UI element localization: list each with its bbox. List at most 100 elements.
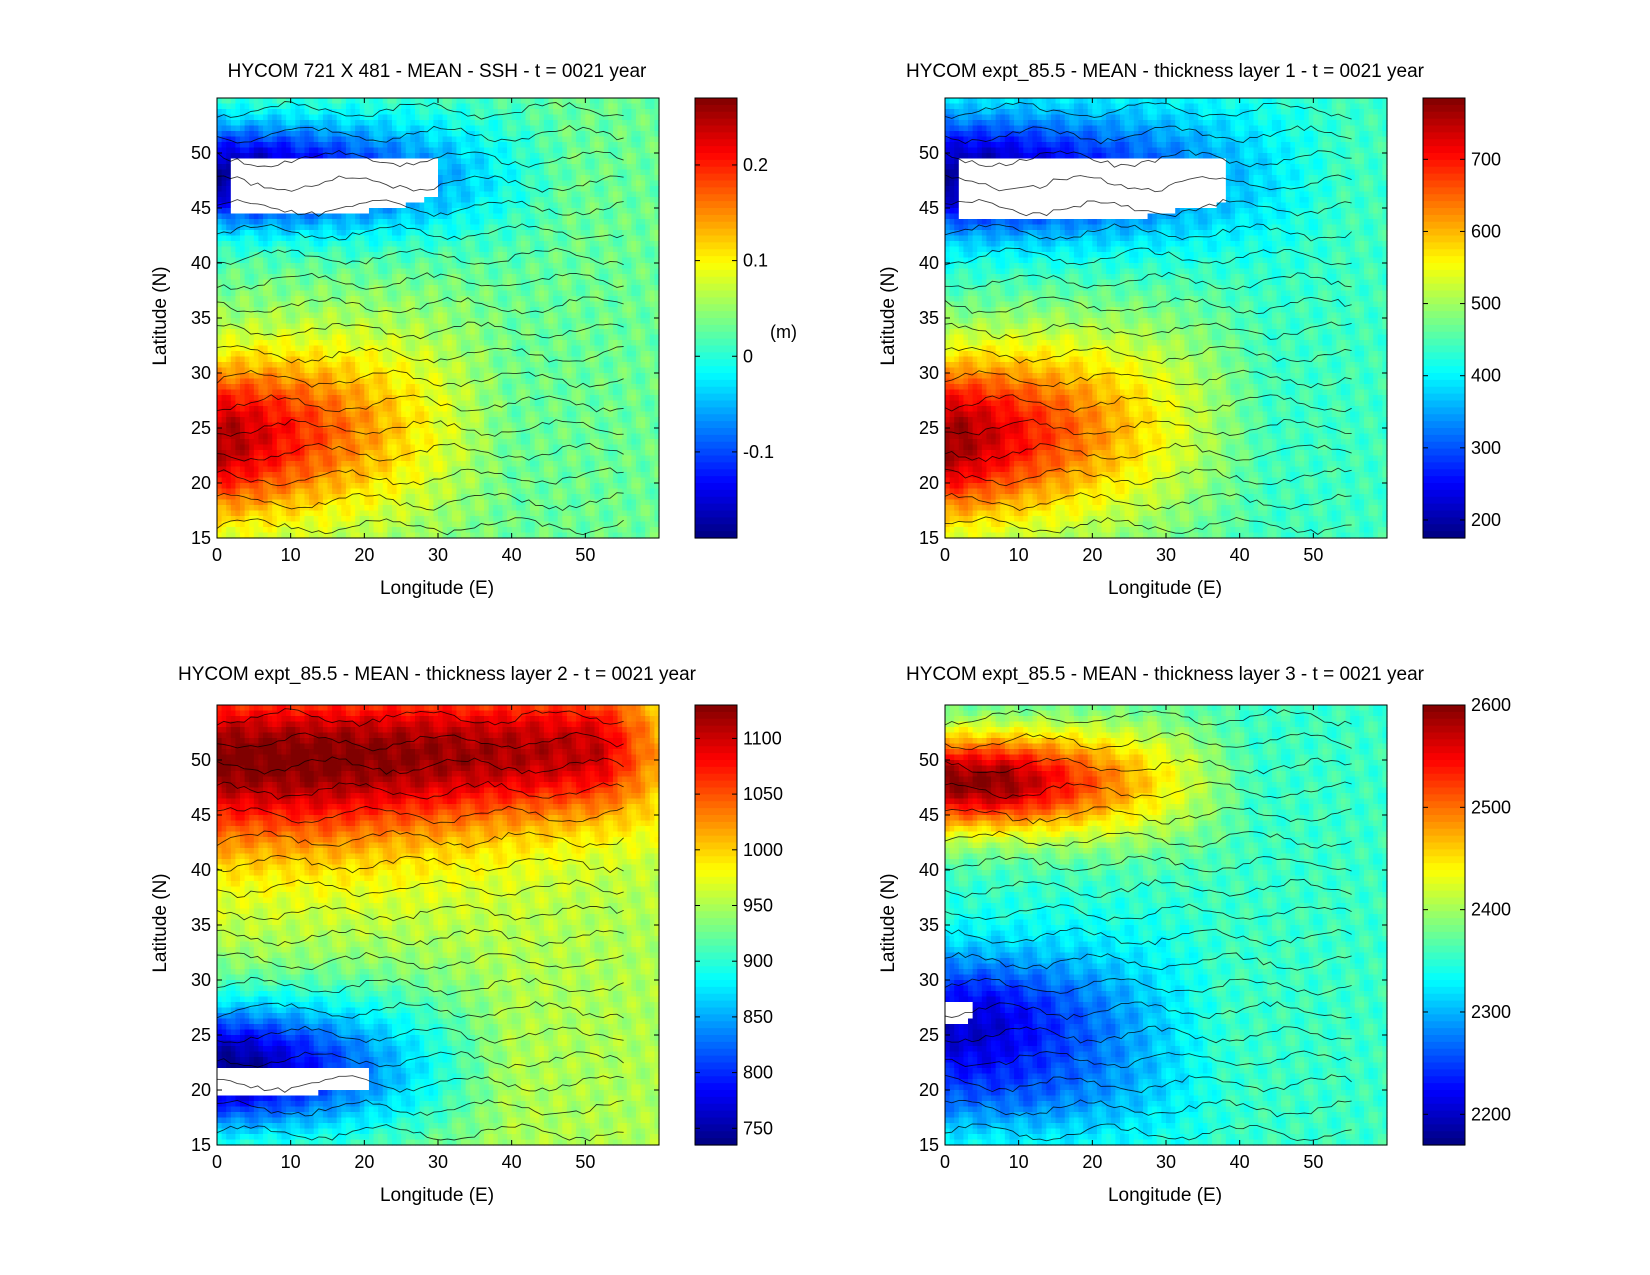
heatmap-cell (314, 164, 319, 170)
heatmap-cell (281, 109, 286, 115)
heatmap-cell (576, 159, 581, 165)
heatmap-cell (549, 241, 554, 247)
heatmap-cell (249, 126, 254, 132)
heatmap-cell (521, 170, 526, 176)
heatmap-cell (549, 263, 554, 269)
heatmap-cell (498, 142, 503, 148)
heatmap-cell (415, 192, 420, 198)
heatmap-cell (479, 197, 484, 203)
heatmap-cell (355, 192, 360, 198)
heatmap-cell (456, 214, 461, 220)
heatmap-cell (650, 307, 655, 313)
heatmap-cell (397, 236, 402, 242)
heatmap-cell (364, 214, 369, 220)
heatmap-cell (341, 164, 346, 170)
heatmap-cell (272, 324, 277, 330)
heatmap-cell (650, 291, 655, 297)
heatmap-cell (222, 186, 227, 192)
heatmap-cell (470, 170, 475, 176)
heatmap-cell (263, 208, 268, 214)
heatmap-cell (374, 192, 379, 198)
heatmap-cell (576, 241, 581, 247)
heatmap-cell (502, 313, 507, 319)
heatmap-cell (608, 197, 613, 203)
heatmap-cell (355, 148, 360, 154)
heatmap-cell (631, 318, 636, 324)
heatmap-cell (360, 296, 365, 302)
heatmap-cell (258, 142, 263, 148)
heatmap-cell (235, 186, 240, 192)
heatmap-cell (447, 192, 452, 198)
heatmap-cell (295, 109, 300, 115)
heatmap-cell (572, 175, 577, 181)
heatmap-cell (291, 263, 296, 269)
heatmap-cell (291, 280, 296, 286)
heatmap-cell (263, 159, 268, 165)
heatmap-cell (558, 263, 563, 269)
heatmap-cell (378, 175, 383, 181)
heatmap-cell (590, 302, 595, 308)
heatmap-cell (263, 236, 268, 242)
heatmap-cell (553, 120, 558, 126)
heatmap-cell (585, 170, 590, 176)
heatmap-cell (397, 214, 402, 220)
heatmap-cell (599, 307, 604, 313)
heatmap-cell (397, 313, 402, 319)
heatmap-cell (346, 104, 351, 110)
heatmap-cell (438, 120, 443, 126)
heatmap-cell (521, 98, 526, 104)
heatmap-cell (581, 115, 586, 121)
heatmap-cell (525, 142, 530, 148)
heatmap-cell (401, 318, 406, 324)
heatmap-cell (245, 120, 250, 126)
heatmap-cell (433, 170, 438, 176)
heatmap-cell (291, 236, 296, 242)
heatmap-cell (337, 219, 342, 225)
heatmap-cell (438, 318, 443, 324)
heatmap-cell (406, 236, 411, 242)
heatmap-cell (443, 98, 448, 104)
heatmap-cell (447, 197, 452, 203)
heatmap-cell (502, 115, 507, 121)
heatmap-cell (521, 208, 526, 214)
heatmap-cell (286, 219, 291, 225)
heatmap-cell (627, 318, 632, 324)
heatmap-cell (254, 302, 259, 308)
heatmap-cell (622, 236, 627, 242)
heatmap-cell (590, 120, 595, 126)
heatmap-cell (295, 197, 300, 203)
heatmap-cell (627, 291, 632, 297)
heatmap-cell (240, 252, 245, 258)
heatmap-cell (443, 159, 448, 165)
heatmap-cell (235, 318, 240, 324)
heatmap-cell (424, 280, 429, 286)
heatmap-cell (378, 104, 383, 110)
heatmap-cell (281, 192, 286, 198)
heatmap-cell (323, 285, 328, 291)
heatmap-cell (553, 104, 558, 110)
heatmap-cell (341, 170, 346, 176)
heatmap-cell (286, 280, 291, 286)
heatmap-cell (258, 285, 263, 291)
heatmap-cell (576, 291, 581, 297)
heatmap-cell (328, 225, 333, 231)
heatmap-cell (645, 302, 650, 308)
heatmap-cell (645, 159, 650, 165)
heatmap-cell (475, 307, 480, 313)
heatmap-cell (645, 313, 650, 319)
heatmap-cell (415, 291, 420, 297)
heatmap-cell (479, 137, 484, 143)
heatmap-cell (351, 241, 356, 247)
heatmap-cell (562, 159, 567, 165)
heatmap-cell (397, 120, 402, 126)
heatmap-cell (240, 131, 245, 137)
heatmap-cell (397, 142, 402, 148)
heatmap-cell (281, 324, 286, 330)
heatmap-cell (627, 269, 632, 275)
heatmap-cell (226, 109, 231, 115)
heatmap-cell (383, 203, 388, 209)
heatmap-cell (337, 159, 342, 165)
heatmap-cell (429, 181, 434, 187)
heatmap-cell (351, 104, 356, 110)
heatmap-cell (452, 214, 457, 220)
